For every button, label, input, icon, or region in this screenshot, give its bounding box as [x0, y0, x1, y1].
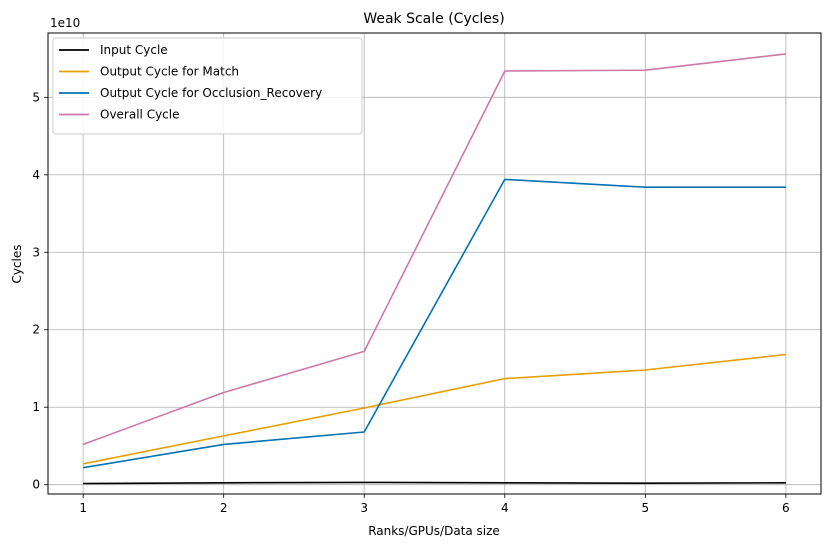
y-tick-label: 3: [32, 245, 40, 259]
x-axis: 1 2 3 4 5 6: [79, 494, 790, 515]
x-tick-label: 5: [641, 501, 649, 515]
legend-label: Output Cycle for Match: [100, 65, 239, 79]
x-tick-label: 3: [360, 501, 368, 515]
series-line-2: [82, 178, 786, 469]
chart-title: Weak Scale (Cycles): [363, 11, 504, 27]
x-tick-label: 1: [79, 501, 87, 515]
y-axis: 0 1 2 3 4 5: [32, 90, 48, 492]
legend-label: Overall Cycle: [100, 108, 180, 122]
plot-frame: [47, 32, 822, 495]
x-tick-label: 4: [501, 501, 509, 515]
legend: Input Cycle Output Cycle for Match Output …: [52, 37, 363, 135]
legend-box: [52, 37, 363, 135]
y-offset-label: 1e10: [50, 16, 80, 30]
y-tick-label: 0: [32, 478, 40, 492]
series-line-0: [83, 481, 786, 485]
y-tick-label: 5: [32, 90, 40, 104]
legend-label: Output Cycle for Occlusion_Recovery: [100, 86, 322, 100]
y-tick-label: 1: [32, 400, 40, 414]
series-group: [82, 53, 786, 485]
y-tick-label: 2: [32, 323, 40, 337]
series-line-1: [82, 353, 786, 465]
grid: [48, 33, 821, 494]
x-tick-label: 6: [782, 501, 790, 515]
x-axis-label: Ranks/GPUs/Data size: [368, 524, 500, 538]
y-tick-label: 4: [32, 168, 40, 182]
legend-label: Input Cycle: [100, 43, 168, 57]
x-tick-label: 2: [220, 501, 228, 515]
series-line-3: [82, 53, 786, 446]
y-axis-label: Cycles: [10, 244, 24, 283]
